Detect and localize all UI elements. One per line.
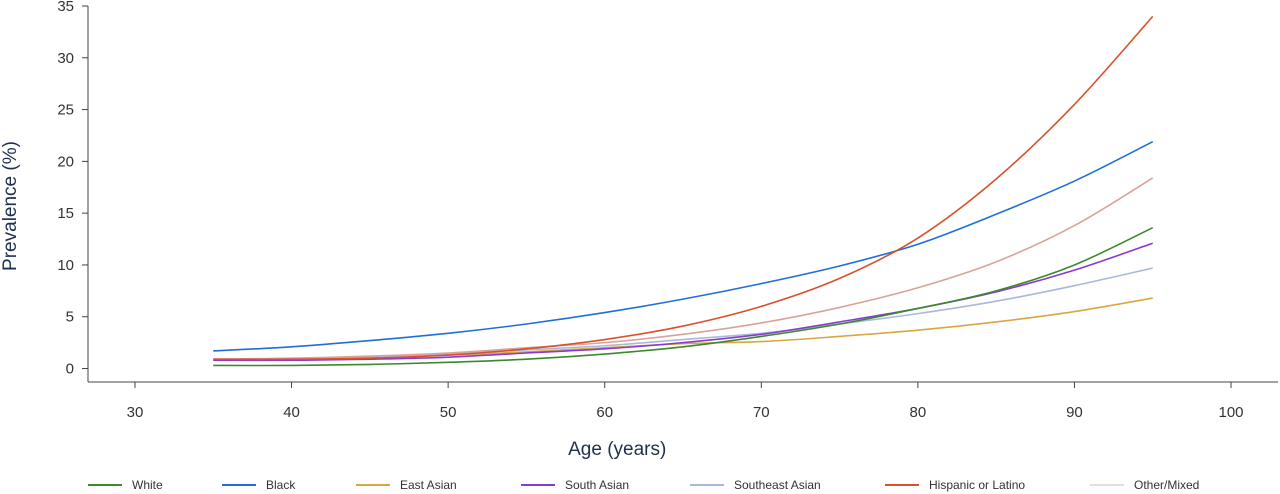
y-tick-label: 5	[66, 309, 74, 326]
series-line-black	[213, 140, 1154, 352]
legend-item-hispanic-or-latino: Hispanic or Latino	[885, 476, 1025, 494]
line-chart: 0 5 10 15 20 25 30 35 30 40 50 60 70 80 90 100 Prevalen…	[0, 0, 1278, 460]
series-line-other-mixed	[213, 177, 1154, 361]
series-lines	[213, 15, 1154, 367]
x-tick-label: 80	[910, 404, 927, 421]
legend-item-southeast-asian: Southeast Asian	[690, 476, 821, 494]
y-axis-title: Prevalence (%)	[0, 141, 21, 271]
legend-label: East Asian	[400, 478, 457, 492]
y-tick-label: 10	[57, 257, 74, 274]
series-line-white	[213, 226, 1154, 367]
x-axis-title: Age (years)	[568, 439, 666, 460]
legend: White Black East Asian South Asian Southeast…	[0, 476, 1280, 494]
legend-item-south-asian: South Asian	[521, 476, 629, 494]
x-tick-label: 60	[596, 404, 613, 421]
x-tick-label: 40	[283, 404, 300, 421]
legend-label: Southeast Asian	[734, 478, 821, 492]
y-tick-label: 15	[57, 205, 74, 222]
legend-swatch	[521, 484, 555, 486]
y-tick-label: 20	[57, 153, 74, 170]
x-tick-label: 100	[1219, 404, 1244, 421]
legend-swatch	[690, 484, 724, 486]
legend-swatch	[1090, 484, 1124, 486]
y-tick-label: 35	[57, 0, 74, 15]
x-tick-label: 90	[1066, 404, 1083, 421]
legend-item-other-mixed: Other/Mixed	[1090, 476, 1199, 494]
legend-label: Other/Mixed	[1134, 478, 1200, 492]
legend-swatch	[222, 484, 256, 486]
legend-item-east-asian: East Asian	[356, 476, 457, 494]
y-tick-label: 25	[57, 102, 74, 119]
x-tick-label: 70	[753, 404, 770, 421]
legend-label: South Asian	[565, 478, 630, 492]
legend-item-white: White	[88, 476, 163, 494]
axes: 0 5 10 15 20 25 30 35 30 40 50 60 70 80 90 100	[57, 0, 1278, 421]
legend-label: Black	[266, 478, 296, 492]
legend-label: White	[132, 478, 163, 492]
series-line-south-asian	[213, 242, 1154, 362]
y-tick-label: 0	[66, 361, 74, 378]
legend-swatch	[356, 484, 390, 486]
legend-label: Hispanic or Latino	[929, 478, 1026, 492]
series-line-east-asian	[213, 297, 1153, 361]
x-tick-label: 30	[127, 404, 144, 421]
legend-swatch	[885, 484, 919, 486]
legend-swatch	[88, 484, 122, 486]
y-tick-label: 30	[57, 50, 74, 67]
series-line-hispanic-or-latino	[213, 15, 1154, 361]
series-line-southeast-asian	[213, 267, 1153, 362]
x-tick-label: 50	[440, 404, 457, 421]
legend-item-black: Black	[222, 476, 295, 494]
